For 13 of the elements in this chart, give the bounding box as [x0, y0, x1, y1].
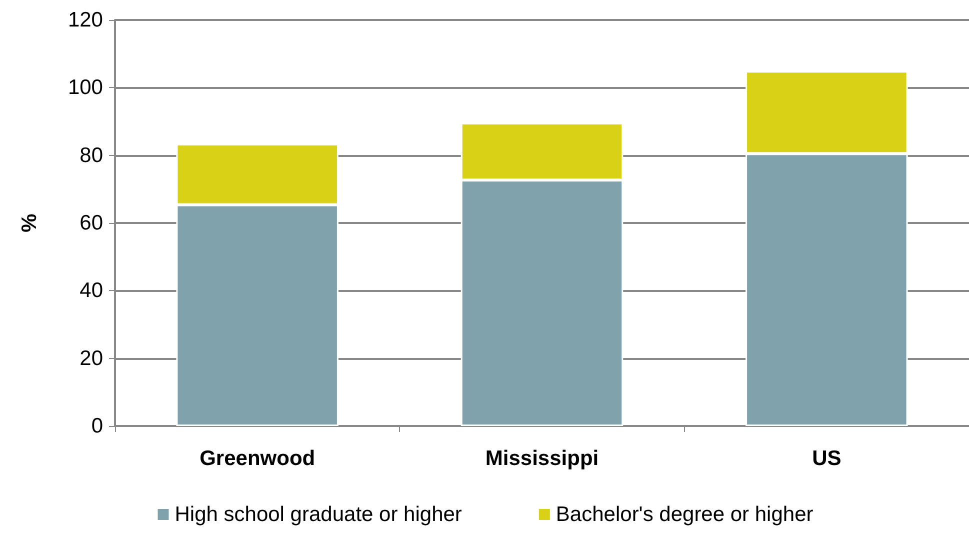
- y-axis-title: %: [18, 213, 41, 232]
- x-tick-label: Mississippi: [485, 447, 599, 470]
- y-tick-label: 40: [80, 279, 103, 302]
- y-tick-label: 60: [80, 212, 103, 234]
- x-tick-label: US: [812, 447, 842, 470]
- legend-label: Bachelor's degree or higher: [556, 503, 814, 526]
- legend-label: High school graduate or higher: [174, 503, 462, 526]
- y-tick-label: 100: [68, 76, 103, 100]
- y-tick-label: 120: [68, 8, 103, 32]
- y-tick-label: 80: [80, 144, 103, 167]
- y-tick-label: 20: [80, 346, 103, 370]
- x-tick-label: Greenwood: [200, 447, 316, 470]
- y-tick-label: 0: [91, 414, 103, 438]
